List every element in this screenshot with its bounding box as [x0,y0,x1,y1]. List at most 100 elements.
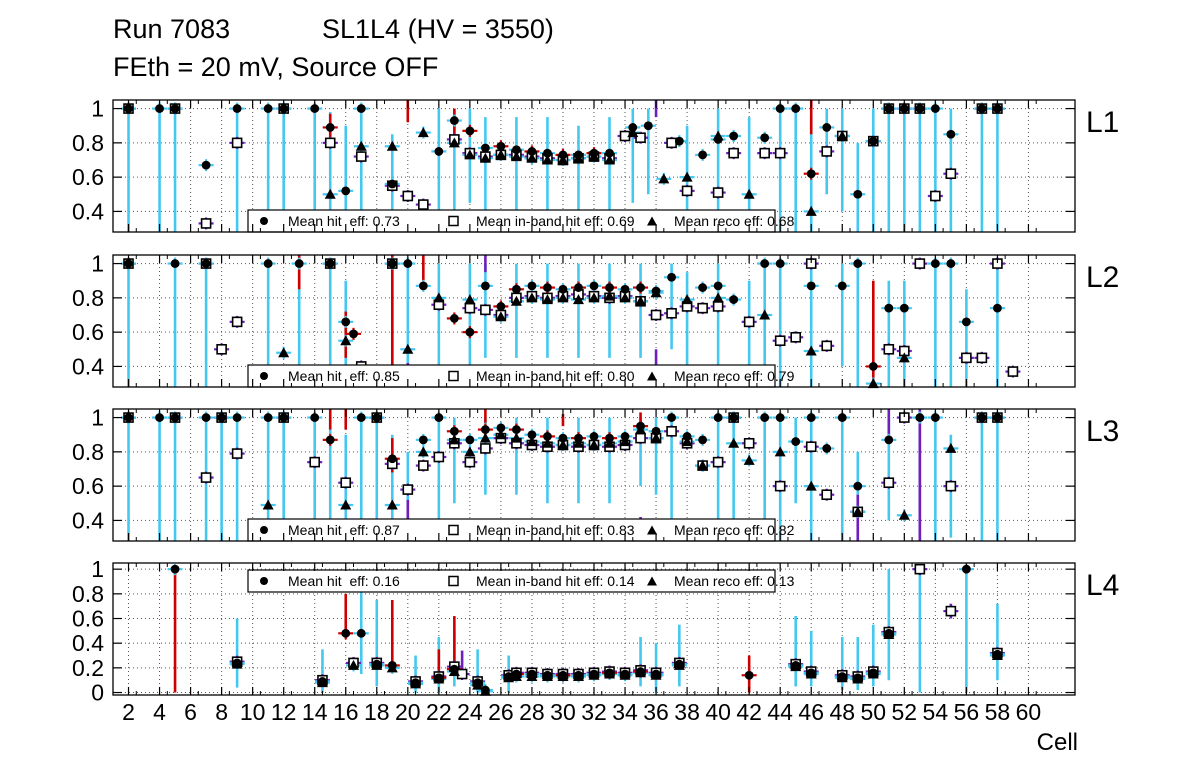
legend-inband-marker [448,215,459,227]
inband-marker [712,187,724,198]
legend-hit-label: Mean hit eff: 0.87 [288,522,400,538]
hit-marker [558,433,568,443]
reco-marker [510,295,522,306]
x-tick-label: 52 [892,699,918,725]
hit-marker [449,116,459,125]
reco-marker [495,429,507,440]
hit-marker [232,413,242,422]
hit-marker [279,104,289,113]
hit-marker [170,564,180,574]
hit-marker [853,189,863,199]
hit-marker [356,628,366,638]
hit-marker [993,303,1002,313]
hit-marker [543,432,552,441]
reco-marker [433,292,445,303]
hit-marker [232,104,242,113]
legend-hit-marker [260,217,268,225]
panel-L2: Mean hit eff: 0.85 Mean in-band hit eff: … [72,251,1119,389]
hit-marker [915,104,925,113]
hit-marker [961,317,971,327]
hit-marker [744,670,754,680]
legend-reco-marker [647,525,657,535]
x-tick-label: 40 [705,699,731,725]
panel-L4-frame: 00.20.40.60.81 [72,556,1076,706]
hit-marker [853,673,863,683]
x-tick-label: 8 [215,699,228,725]
y-tick-label: 0 [91,680,104,706]
x-tick-label: 30 [550,699,576,725]
reco-marker [386,140,398,151]
reco-marker [635,295,647,306]
hit-marker [403,259,413,268]
x-tick-label: 44 [767,699,793,725]
reco-marker [805,345,817,356]
reco-marker [526,292,538,303]
panel-L1-markers [123,103,1003,229]
legend-hit-marker [260,526,268,534]
inband-marker [914,563,926,575]
x-tick-label: 18 [364,699,390,725]
inband-marker [666,425,677,437]
panel-L2-legend: Mean hit eff: 0.85 Mean in-band hit eff: … [247,364,795,388]
hit-marker [496,141,506,151]
hit-marker [729,413,739,422]
hit-marker [868,362,878,371]
hit-marker [372,659,382,669]
hit-marker [760,413,770,422]
hit-marker [775,104,785,113]
x-tick-label: 10 [240,699,266,725]
legend-inband-marker [448,524,459,536]
reco-marker [658,173,670,184]
x-tick-label: 22 [426,699,452,725]
x-tick-label: 28 [519,699,545,725]
reco-marker [650,432,662,443]
reco-marker [681,436,693,447]
hit-marker [868,136,878,146]
hit-marker [993,649,1002,659]
hit-marker [713,413,723,422]
hit-marker [868,668,878,678]
legend-hit-label: Mean hit eff: 0.85 [288,368,400,384]
reco-marker [805,205,817,216]
reco-marker [464,294,476,305]
panel-L3-markers [123,412,1003,520]
hit-marker [124,259,133,268]
legend-reco-marker [647,371,657,381]
y-tick-label: 0.8 [72,285,104,311]
hit-marker [449,426,459,436]
hit-marker [263,413,273,422]
reco-marker [728,437,740,448]
inband-marker [231,137,243,149]
hit-marker [884,628,894,638]
x-tick-label: 14 [302,699,328,725]
hit-marker [201,259,211,268]
inband-marker [976,352,988,364]
hit-marker [651,426,661,436]
x-tick-label: 34 [612,699,638,725]
x-tick-label: 46 [798,699,824,725]
hit-marker [512,284,521,294]
inband-marker [774,147,786,159]
panel-L3: Mean hit eff: 0.87 Mean in-band hit eff: … [72,405,1119,542]
hit-marker [512,425,521,434]
hit-marker [504,672,514,681]
title-run-number: Run 7083 [113,14,231,44]
hit-marker [605,148,614,158]
reco-marker [898,352,910,363]
x-tick-label: 36 [643,699,669,725]
hit-marker [480,685,490,695]
reco-marker [262,499,274,510]
reco-marker [417,446,429,457]
x-tick-label: 50 [860,699,886,725]
reco-marker [479,152,491,163]
inband-marker [666,137,677,149]
panel-L2-markers [123,258,1019,389]
reco-marker [340,335,352,346]
y-tick-label: 0.4 [72,630,104,656]
legend-hit-label: Mean hit eff: 0.16 [288,573,400,589]
hit-marker [915,413,925,422]
reco-marker [743,454,755,465]
legend-hit-label: Mean hit eff: 0.73 [288,213,400,229]
y-tick-label: 1 [91,405,104,431]
